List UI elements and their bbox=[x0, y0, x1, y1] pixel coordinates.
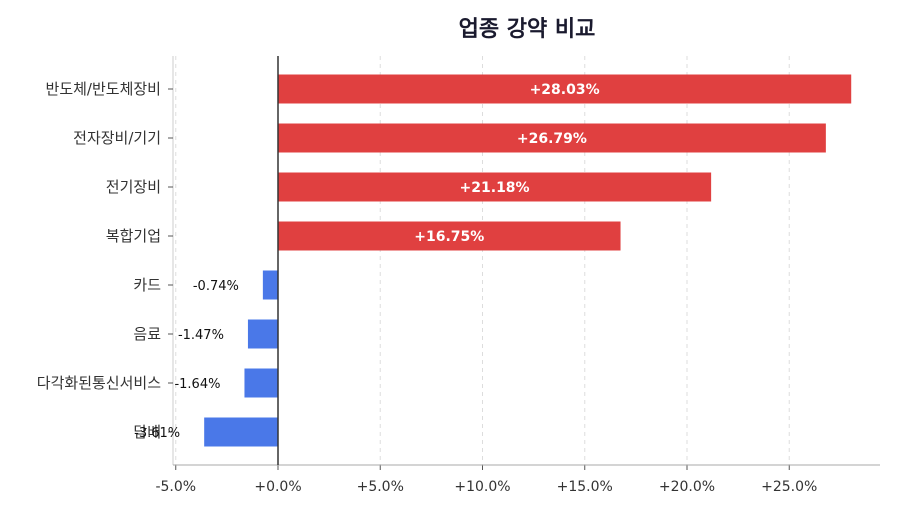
value-label: -3.61% bbox=[134, 426, 180, 441]
bar bbox=[278, 172, 712, 202]
x-tick-label: +0.0% bbox=[254, 479, 301, 495]
category-label: 음료 bbox=[133, 325, 161, 343]
bar bbox=[247, 319, 278, 349]
bar bbox=[278, 221, 621, 251]
x-tick-label: +5.0% bbox=[357, 479, 404, 495]
value-label: +16.75% bbox=[414, 229, 484, 245]
bars bbox=[204, 74, 852, 447]
axes bbox=[168, 56, 880, 470]
bar bbox=[262, 270, 278, 300]
grid bbox=[175, 56, 790, 465]
value-label: -1.47% bbox=[178, 328, 224, 343]
category-label: 복합기업 bbox=[106, 227, 161, 245]
x-tick-label: -5.0% bbox=[155, 479, 196, 495]
tick-labels: -5.0% +0.0% +5.0% +10.0% +15.0% +20.0% +25.0% bbox=[155, 479, 817, 495]
bar bbox=[244, 368, 278, 398]
x-tick-label: +15.0% bbox=[557, 479, 613, 495]
bar bbox=[278, 74, 852, 104]
category-label: 다각화된통신서비스 bbox=[37, 374, 161, 392]
x-tick-label: +25.0% bbox=[761, 479, 817, 495]
category-label: 담배 bbox=[133, 423, 161, 441]
category-label: 카드 bbox=[133, 276, 161, 294]
bar bbox=[278, 123, 826, 153]
value-label: -1.64% bbox=[174, 377, 220, 392]
value-label: -0.74% bbox=[193, 279, 239, 294]
value-label: +21.18% bbox=[460, 180, 530, 196]
category-label: 전기장비 bbox=[106, 178, 161, 196]
chart-title: 업종 강약 비교 bbox=[459, 17, 596, 42]
category-label: 전자장비/기기 bbox=[73, 129, 161, 147]
category-label: 반도체/반도체장비 bbox=[46, 80, 161, 98]
value-label: +28.03% bbox=[530, 82, 600, 98]
x-tick-label: +20.0% bbox=[659, 479, 715, 495]
value-label: +26.79% bbox=[517, 131, 587, 147]
bar bbox=[204, 417, 278, 447]
value-labels: +28.03% +26.79% +21.18% +16.75% -0.74% -1.47%… bbox=[134, 82, 599, 441]
x-tick-label: +10.0% bbox=[454, 479, 510, 495]
